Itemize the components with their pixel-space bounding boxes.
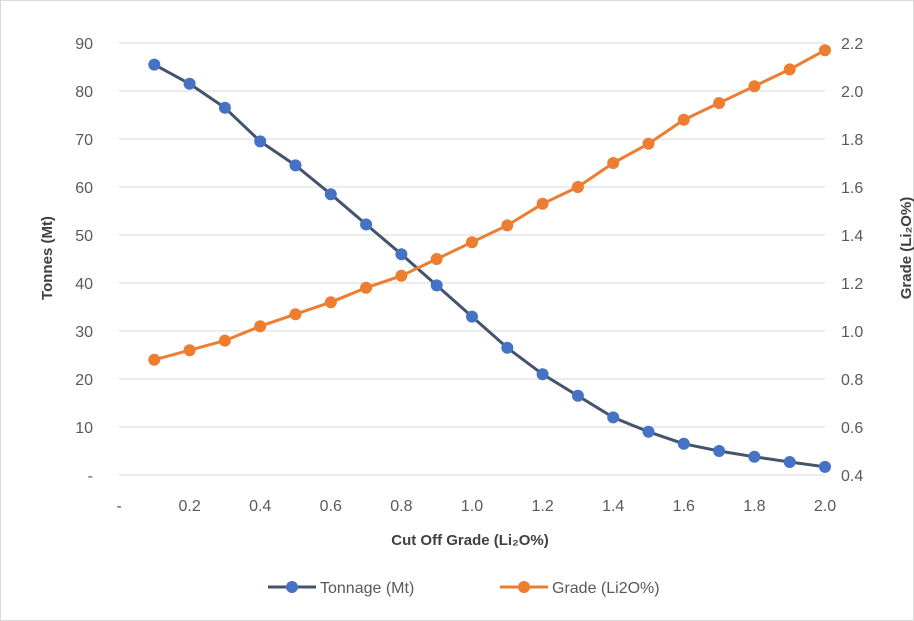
data-point [183, 344, 196, 357]
data-point [501, 341, 514, 354]
legend-item-grade[interactable]: Grade (Li2O%) [500, 580, 660, 597]
series-tonnage [148, 58, 831, 473]
data-point [360, 281, 373, 294]
left-y-tick-label: 20 [75, 372, 93, 389]
right-y-tick-label: 1.8 [841, 132, 863, 149]
legend-marker-grade [518, 581, 530, 593]
x-tick-label: 1.2 [531, 498, 553, 515]
data-point [713, 445, 726, 457]
left-y-tick-label: 80 [75, 84, 93, 101]
data-point [783, 456, 796, 469]
left-y-tick-label: 10 [75, 420, 93, 437]
right-y-tick-label: 0.6 [841, 420, 863, 437]
x-tick-label: 0.2 [178, 498, 200, 515]
data-point [218, 101, 231, 114]
data-point [783, 63, 796, 76]
data-point [571, 181, 584, 193]
x-tick-label: 0.4 [249, 498, 271, 515]
data-point [607, 157, 620, 169]
data-point [748, 80, 761, 93]
legend[interactable]: Tonnage (Mt) Grade (Li2O%) [268, 580, 660, 597]
data-point [395, 248, 408, 261]
x-tick-label: 1.4 [602, 498, 624, 515]
data-point [148, 58, 161, 71]
data-point [642, 425, 655, 438]
data-point [466, 236, 478, 249]
data-point [430, 253, 443, 265]
data-point [501, 219, 514, 232]
right-y-tick-label: 2.2 [841, 36, 863, 53]
left-y-tick-label: 70 [75, 132, 93, 149]
right-y-tick-label: 1.0 [841, 324, 863, 341]
data-point [466, 310, 478, 323]
left-y-tick-label: 50 [75, 228, 93, 245]
data-point [430, 279, 443, 292]
right-y-tick-label: 1.4 [841, 228, 863, 245]
x-tick-label: 2.0 [814, 498, 836, 515]
x-tick-label: 1.0 [461, 498, 483, 515]
series-line [153, 48, 826, 362]
right-y-tick-label: 2.0 [841, 84, 863, 101]
data-point [536, 197, 549, 210]
data-point [571, 389, 584, 402]
left-y-tick-label: 90 [75, 36, 93, 53]
data-point [536, 368, 549, 381]
data-point [748, 450, 761, 463]
series-layer [148, 44, 831, 473]
data-point [360, 218, 373, 231]
data-point [677, 113, 690, 126]
data-point [642, 137, 655, 150]
left-y-tick-label: 60 [75, 180, 93, 197]
data-point [183, 77, 196, 90]
data-point [819, 44, 831, 57]
data-point [607, 411, 620, 424]
data-point [148, 353, 161, 366]
data-point [254, 135, 267, 148]
series-line [153, 63, 826, 469]
left-y-axis-ticks: - 10 20 30 40 50 60 70 80 90 [75, 36, 93, 485]
x-tick-label: 0.8 [390, 498, 412, 515]
data-point [395, 269, 408, 282]
data-point [677, 437, 690, 450]
legend-label-tonnage: Tonnage (Mt) [320, 580, 414, 597]
left-y-tick-label: 40 [75, 276, 93, 293]
data-point [713, 97, 726, 109]
right-y-tick-label: 0.8 [841, 372, 863, 389]
left-y-tick-label: 30 [75, 324, 93, 341]
right-y-tick-label: 1.2 [841, 276, 863, 293]
data-point [254, 320, 267, 333]
data-point [289, 308, 302, 321]
legend-marker-tonnage [286, 581, 298, 593]
data-point [819, 460, 831, 473]
series-grade [148, 44, 831, 366]
legend-item-tonnage[interactable]: Tonnage (Mt) [268, 580, 414, 597]
legend-label-grade: Grade (Li2O%) [552, 580, 660, 597]
x-tick-label: 0.6 [320, 498, 342, 515]
data-point [218, 334, 231, 347]
data-point [289, 159, 302, 172]
left-y-axis-title: Tonnes (Mt) [39, 216, 56, 300]
x-tick-label: 1.6 [673, 498, 695, 515]
x-tick-label: 1.8 [743, 498, 765, 515]
x-axis-title: Cut Off Grade (Li₂O%) [391, 532, 549, 549]
x-tick-label: - [116, 498, 121, 515]
right-y-tick-label: 1.6 [841, 180, 863, 197]
right-y-tick-label: 0.4 [841, 468, 863, 485]
left-y-tick-label: - [88, 468, 93, 485]
right-y-axis-ticks: 0.4 0.6 0.8 1.0 1.2 1.4 1.6 1.8 2.0 2.2 [841, 36, 863, 485]
gridlines [119, 42, 825, 476]
data-point [324, 188, 337, 201]
right-y-axis-title: Grade (Li₂O%) [898, 197, 914, 300]
data-point [324, 296, 337, 309]
x-axis-ticks: - 0.2 0.4 0.6 0.8 1.0 1.2 1.4 1.6 1.8 2.0 [116, 498, 836, 515]
